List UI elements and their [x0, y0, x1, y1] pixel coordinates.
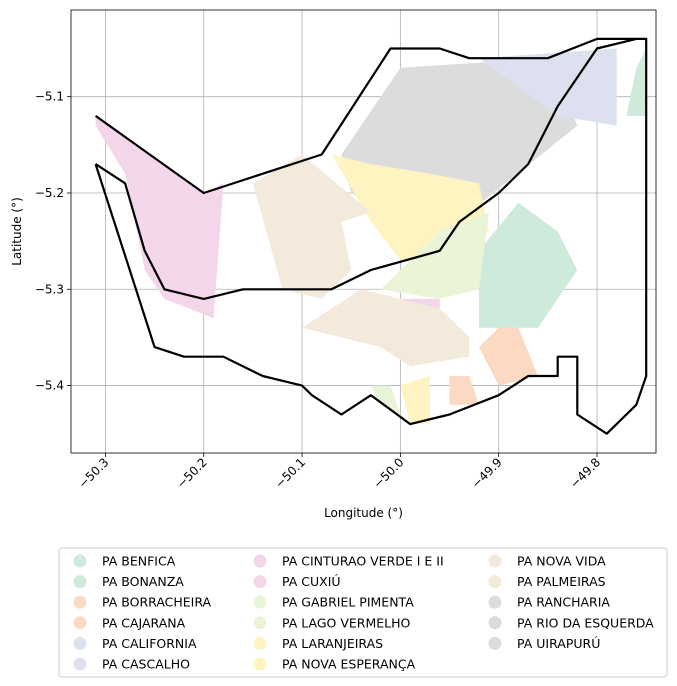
legend-label: PA GABRIEL PIMENTA	[282, 595, 414, 610]
x-tick-label: −50.2	[174, 455, 210, 491]
legend-marker	[73, 554, 87, 568]
legend-item: PA RIO DA ESQUERDA	[488, 615, 654, 630]
region-pa-palmeiras	[302, 289, 470, 367]
legend-label: PA LAGO VERMELHO	[282, 615, 411, 630]
x-tick-label: −49.8	[567, 455, 603, 491]
legend-label: PA CINTURAO VERDE I E II	[282, 554, 444, 569]
legend-label: PA CALIFORNIA	[102, 636, 197, 651]
municipal-boundary	[94, 37, 648, 435]
legend-marker	[253, 575, 267, 589]
legend-item: PA PALMEIRAS	[488, 574, 606, 589]
legend-item: PA NOVA VIDA	[488, 554, 606, 569]
y-tick-label: −5.3	[35, 282, 64, 296]
legend-label: PA NOVA VIDA	[517, 554, 606, 569]
legend-marker	[253, 616, 267, 630]
river-boundary	[94, 37, 637, 300]
legend-label: PA NOVA ESPERANÇA	[282, 657, 416, 672]
legend-item: PA GABRIEL PIMENTA	[253, 595, 414, 610]
y-axis: −5.1 −5.2 −5.3 −5.4	[35, 90, 71, 393]
region-pa-benfica	[626, 48, 647, 116]
legend-marker	[488, 595, 502, 609]
legend-marker	[488, 575, 502, 589]
legend-item: PA CALIFORNIA	[73, 636, 197, 651]
legend-item: PA NOVA ESPERANÇA	[253, 657, 416, 672]
legend-label: PA CAJARANA	[102, 615, 186, 630]
legend-label: PA CUXIÚ	[282, 574, 341, 589]
legend: PA BENFICA PA BONANZA PA BORRACHEIRA PA CAJ…	[58, 547, 668, 678]
legend-item: PA BENFICA	[73, 554, 176, 569]
region-pa-cascalho	[479, 48, 617, 126]
region-pa-cajarana	[449, 376, 479, 405]
legend-item: PA CUXIÚ	[253, 574, 341, 589]
legend-item: PA BORRACHEIRA	[73, 595, 212, 610]
plot-area	[70, 9, 657, 454]
legend-label: PA BENFICA	[102, 554, 176, 569]
legend-item: PA LAGO VERMELHO	[253, 615, 411, 630]
legend-marker	[253, 554, 267, 568]
region-pa-cinturao-verde-i-e-ii	[95, 115, 224, 319]
x-tick-label: −49.9	[469, 455, 505, 491]
y-tick-label: −5.4	[35, 379, 64, 393]
legend-label: PA BORRACHEIRA	[102, 595, 212, 610]
legend-marker	[253, 636, 267, 650]
legend-label: PA RANCHARIA	[517, 595, 610, 610]
y-tick-label: −5.1	[35, 90, 64, 104]
y-tick-label: −5.2	[35, 186, 64, 200]
region-pa-bonanza	[479, 202, 578, 328]
legend-label: PA LARANJEIRAS	[282, 636, 383, 651]
legend-item: PA BONANZA	[73, 574, 184, 589]
legend-marker	[253, 657, 267, 671]
region-pa-nova-esperanca	[400, 376, 430, 425]
legend-item: PA CAJARANA	[73, 615, 186, 630]
legend-item: PA CASCALHO	[73, 657, 190, 672]
legend-marker	[488, 636, 502, 650]
legend-label: PA PALMEIRAS	[517, 574, 606, 589]
legend-item: PA LARANJEIRAS	[253, 636, 383, 651]
legend-marker	[488, 554, 502, 568]
boundary-lines	[94, 37, 648, 435]
legend-marker	[73, 616, 87, 630]
legend-marker	[73, 657, 87, 671]
region-pa-borracheira	[479, 327, 538, 386]
x-tick-label: −50.3	[76, 455, 112, 491]
plot-border	[70, 9, 657, 454]
legend-marker	[73, 595, 87, 609]
legend-items: PA BENFICA PA BONANZA PA BORRACHEIRA PA CAJ…	[73, 554, 654, 672]
region-pa-lago-vermelho	[370, 385, 401, 415]
y-axis-title: Latitude (°)	[10, 197, 24, 266]
legend-label: PA UIRAPURÚ	[517, 636, 600, 651]
legend-marker	[488, 616, 502, 630]
legend-label: PA BONANZA	[102, 574, 184, 589]
legend-marker	[73, 575, 87, 589]
legend-marker	[253, 595, 267, 609]
legend-item: PA CINTURAO VERDE I E II	[253, 554, 444, 569]
legend-item: PA RANCHARIA	[488, 595, 610, 610]
x-axis-title: Longitude (°)	[324, 506, 403, 520]
legend-label: PA CASCALHO	[102, 657, 190, 672]
x-tick-label: −50.1	[272, 455, 308, 491]
legend-marker	[73, 636, 87, 650]
legend-item: PA UIRAPURÚ	[488, 636, 600, 651]
x-axis: −50.3 −50.2 −50.1 −50.0 −49.9 −49.8	[76, 453, 603, 491]
legend-frame	[58, 547, 668, 678]
region-pa-gabriel-pimenta	[380, 212, 489, 299]
region-pa-nova-vida	[252, 154, 371, 299]
legend-label: PA RIO DA ESQUERDA	[517, 615, 654, 630]
x-tick-label: −50.0	[371, 455, 407, 491]
settlement-regions	[95, 48, 647, 425]
